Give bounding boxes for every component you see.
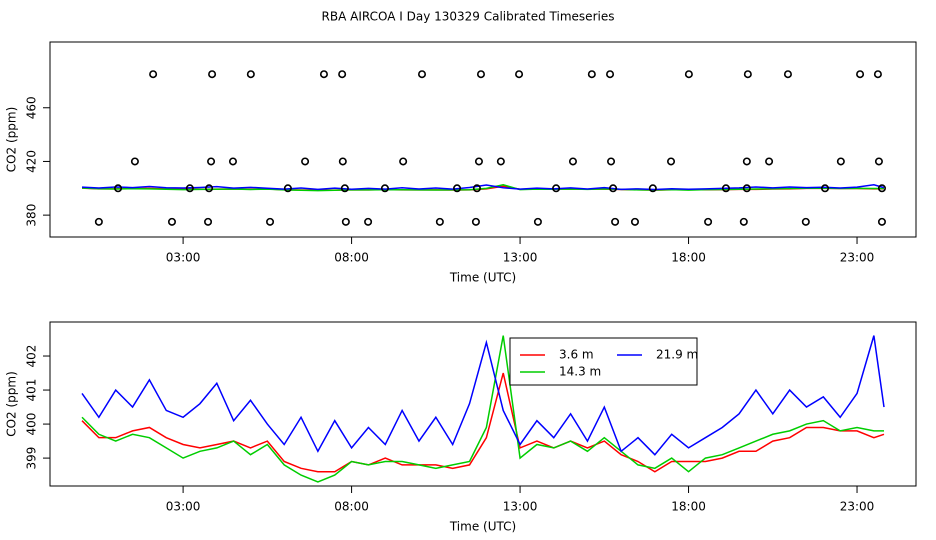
point (435, 217, 444, 226)
point (611, 217, 620, 226)
y-tick-label: 399 (25, 447, 39, 470)
point (587, 70, 596, 79)
point (149, 70, 158, 79)
point (338, 157, 347, 166)
point (130, 157, 139, 166)
legend-label: 14.3 m (559, 365, 601, 379)
point (208, 70, 217, 79)
x-axis-label: Time (UTC) (449, 520, 516, 534)
point (552, 184, 561, 193)
point (496, 157, 505, 166)
point (607, 157, 616, 166)
point (167, 217, 176, 226)
series-line (81, 184, 885, 191)
x-tick-label: 03:00 (166, 500, 201, 514)
x-tick-label: 08:00 (334, 251, 369, 265)
legend-label: 3.6 m (559, 348, 594, 362)
point (266, 217, 275, 226)
y-tick-label: 402 (25, 345, 39, 368)
x-tick-label: 08:00 (334, 500, 369, 514)
point (856, 70, 865, 79)
point (418, 70, 427, 79)
series-line (81, 335, 884, 483)
x-tick-label: 03:00 (166, 251, 201, 265)
point (474, 157, 483, 166)
legend-label: 21.9 m (656, 348, 698, 362)
x-tick-label: 18:00 (671, 251, 706, 265)
point (630, 217, 639, 226)
y-tick-label: 380 (25, 204, 39, 227)
series-line (81, 184, 884, 192)
x-tick-label: 13:00 (503, 500, 538, 514)
point (185, 184, 194, 193)
point (205, 184, 214, 193)
point (515, 70, 524, 79)
point (873, 70, 882, 79)
chart-title: RBA AIRCOA I Day 130329 Calibrated Times… (322, 10, 615, 24)
y-tick-label: 420 (25, 150, 39, 173)
y-tick-label: 460 (25, 96, 39, 119)
y-tick-label: 400 (25, 413, 39, 436)
point (94, 217, 103, 226)
point (340, 184, 349, 193)
point (204, 217, 213, 226)
x-tick-label: 23:00 (840, 251, 875, 265)
point (364, 217, 373, 226)
point (821, 184, 830, 193)
point (836, 157, 845, 166)
plot-frame (49, 321, 917, 487)
point (877, 184, 886, 193)
point (319, 70, 328, 79)
x-tick-label: 13:00 (503, 251, 538, 265)
point (742, 184, 751, 193)
point (704, 217, 713, 226)
plot-frame (49, 41, 917, 238)
y-tick-label: 401 (25, 379, 39, 402)
point (743, 70, 752, 79)
point (877, 217, 886, 226)
point (648, 184, 657, 193)
point (609, 184, 618, 193)
point (207, 157, 216, 166)
point (684, 70, 693, 79)
point (765, 157, 774, 166)
point (801, 217, 810, 226)
point (721, 184, 730, 193)
point (453, 184, 462, 193)
series-line (81, 335, 885, 456)
point (874, 157, 883, 166)
point (739, 217, 748, 226)
series-line (81, 372, 885, 473)
point (114, 184, 123, 193)
point (783, 70, 792, 79)
point (533, 217, 542, 226)
x-axis-label: Time (UTC) (449, 271, 516, 285)
point (471, 217, 480, 226)
point (476, 70, 485, 79)
y-axis-label: CO2 (ppm) (5, 107, 19, 173)
x-tick-label: 18:00 (671, 500, 706, 514)
point (472, 184, 481, 193)
point (667, 157, 676, 166)
point (606, 70, 615, 79)
point (380, 184, 389, 193)
point (568, 157, 577, 166)
point (301, 157, 310, 166)
legend-box (509, 337, 698, 386)
point (283, 184, 292, 193)
point (742, 157, 751, 166)
x-tick-label: 23:00 (840, 500, 875, 514)
point (246, 70, 255, 79)
point (338, 70, 347, 79)
point (228, 157, 237, 166)
point (399, 157, 408, 166)
y-axis-label: CO2 (ppm) (5, 371, 19, 437)
point (341, 217, 350, 226)
